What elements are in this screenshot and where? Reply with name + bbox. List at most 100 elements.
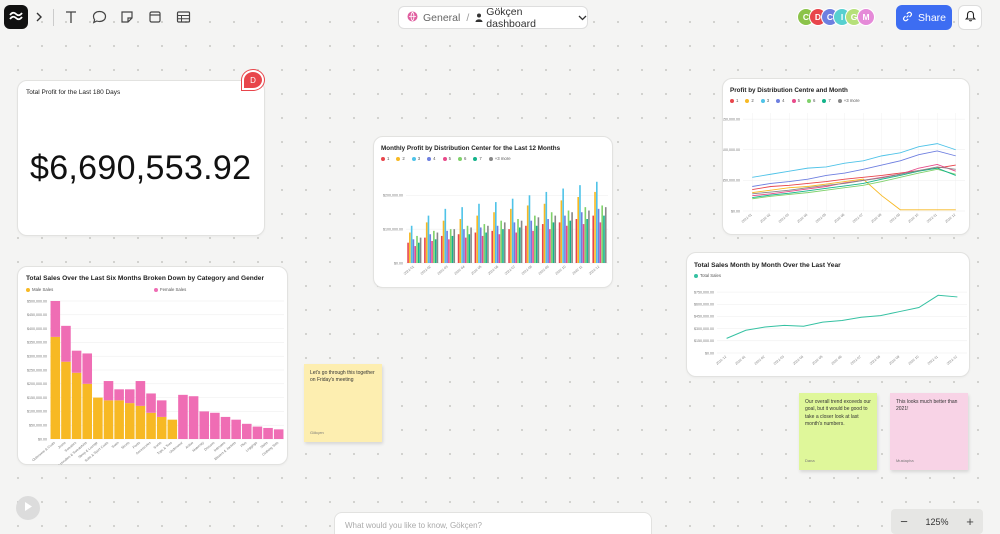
bar-male <box>124 403 135 439</box>
legend-swatch <box>822 98 827 103</box>
sticky-note[interactable]: Let's go through this together on Friday… <box>304 364 382 442</box>
legend-item[interactable]: 3 <box>411 156 420 161</box>
frame-tool-icon[interactable] <box>146 8 164 26</box>
bar <box>424 237 426 263</box>
y-tick-label: $200,000.00 <box>27 382 47 386</box>
bar <box>515 232 518 263</box>
legend-item[interactable]: 4 <box>427 156 436 161</box>
y-tick-label: $300,000.00 <box>27 355 47 359</box>
sticky-note[interactable]: This looks much better than 2021! Mustap… <box>890 393 968 470</box>
legend-item[interactable]: 7 <box>822 98 831 103</box>
legend-item[interactable]: Female Sales <box>154 287 186 292</box>
bar <box>601 205 603 263</box>
breadcrumb-space[interactable]: General <box>423 11 461 24</box>
legend-item[interactable]: 2 <box>396 156 405 161</box>
sticky-note-text: Our overall trend exceeds our goal, but … <box>805 399 871 427</box>
ask-input[interactable]: What would you like to know, Gökçen? <box>334 512 652 534</box>
x-tick-label: 2022-07 <box>852 213 864 224</box>
breadcrumb-page-title[interactable]: Gökçen dashboard <box>486 5 536 30</box>
legend-item[interactable]: 6 <box>806 98 815 103</box>
bar <box>537 217 540 263</box>
legend-item[interactable]: Total Sales <box>694 273 721 278</box>
legend-item[interactable]: 2 <box>745 98 754 103</box>
sticky-note-tool-icon[interactable] <box>118 8 136 26</box>
bar <box>547 219 549 263</box>
legend-item[interactable]: 6 <box>457 156 466 161</box>
legend-swatch <box>381 156 385 161</box>
legend-item[interactable]: 7 <box>473 156 482 161</box>
present-play-button[interactable] <box>16 496 40 520</box>
chevron-down-icon[interactable] <box>578 12 587 24</box>
bar <box>517 219 519 263</box>
zoom-out-button[interactable]: − <box>900 514 908 529</box>
bar <box>493 212 495 263</box>
yearly-sales-title: Total Sales Month by Month Over the Last… <box>694 262 841 269</box>
avatar[interactable]: M <box>857 8 875 26</box>
expand-chevron-icon[interactable] <box>30 8 48 26</box>
legend-item[interactable]: 5 <box>791 98 800 103</box>
x-tick-label: 2022-04 <box>792 355 804 366</box>
legend-item[interactable]: +3 more <box>488 156 511 161</box>
sticky-note-text: This looks much better than 2021! <box>896 399 958 413</box>
x-tick-label: 2022-09 <box>888 355 900 366</box>
bar <box>502 229 504 263</box>
legend-label: Female Sales <box>160 287 187 292</box>
bar <box>554 215 557 263</box>
legend-swatch <box>473 156 478 161</box>
notifications-button[interactable] <box>958 5 982 30</box>
bar-male <box>93 397 103 439</box>
bar-female <box>263 427 273 439</box>
legend-item[interactable]: 1 <box>381 156 389 161</box>
bar <box>535 225 538 263</box>
profit-dc-month-card[interactable]: Profit by Distribution Centre and Month … <box>722 78 970 235</box>
bar <box>510 208 512 263</box>
legend-label: 5 <box>797 98 800 103</box>
bar-male <box>135 405 146 439</box>
bar-male <box>114 400 124 439</box>
y-tick-label: $50,000.00 <box>723 179 740 183</box>
legend-swatch <box>411 156 416 161</box>
bar <box>594 191 596 263</box>
legend-swatch <box>396 156 401 161</box>
bar-female <box>252 426 263 439</box>
share-button[interactable]: Share <box>896 5 952 30</box>
table-tool-icon[interactable] <box>174 8 192 26</box>
text-tool-icon[interactable] <box>62 8 80 26</box>
comment-tool-icon[interactable] <box>90 8 108 26</box>
legend-item[interactable]: 5 <box>442 156 451 161</box>
app-logo[interactable] <box>4 5 28 29</box>
zoom-in-button[interactable]: + <box>966 514 974 529</box>
total-profit-card[interactable]: Total Profit for the Last 180 Days $6,69… <box>17 80 265 236</box>
bar-female <box>220 416 231 439</box>
bar-female <box>61 325 71 362</box>
comment-avatar-badge[interactable]: D <box>242 70 264 90</box>
series-line <box>752 150 956 187</box>
bar <box>586 219 588 263</box>
bar <box>550 212 553 263</box>
sticky-note[interactable]: Our overall trend exceeds our goal, but … <box>799 393 877 470</box>
breadcrumb[interactable]: General / Gökçen dashboard <box>398 5 588 30</box>
bar-female <box>273 429 284 439</box>
six-month-sales-card[interactable]: Total Sales Over the Last Six Months Bro… <box>17 266 288 465</box>
y-tick-label: $750,000.00 <box>694 290 714 294</box>
legend-item[interactable]: 1 <box>730 98 738 103</box>
bar <box>579 185 581 263</box>
legend-swatch <box>806 98 811 103</box>
yearly-sales-card[interactable]: Total Sales Month by Month Over the Last… <box>686 252 970 377</box>
legend-item[interactable]: 3 <box>760 98 769 103</box>
legend-item[interactable]: +3 more <box>837 98 860 103</box>
bar <box>596 181 598 263</box>
x-tick-label: Active <box>185 441 195 450</box>
y-tick-label: $50,000.00 <box>29 424 47 428</box>
y-tick-label: $100,000.00 <box>723 148 740 152</box>
monthly-profit-card[interactable]: Monthly Profit by Distribution Center fo… <box>373 136 613 288</box>
legend-item[interactable]: Male Sales <box>26 287 154 292</box>
bar <box>513 222 516 263</box>
bar <box>479 227 482 263</box>
bar <box>419 237 422 263</box>
bar <box>425 222 428 263</box>
series-line <box>752 164 956 191</box>
bar <box>481 235 484 263</box>
legend-item[interactable]: 4 <box>776 98 785 103</box>
